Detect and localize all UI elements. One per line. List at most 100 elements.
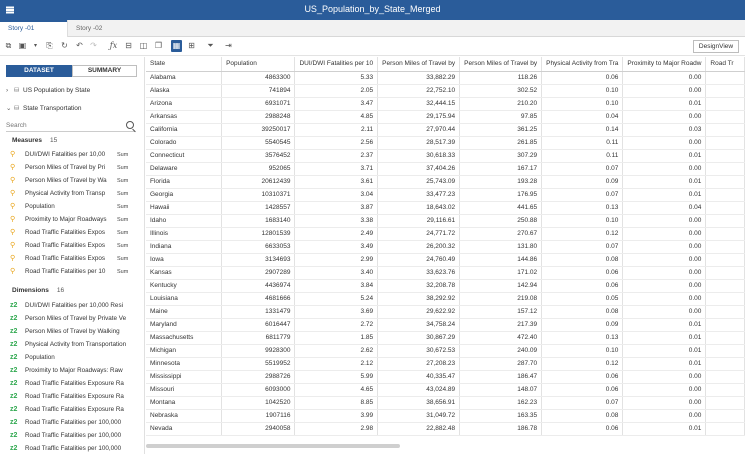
table-cell[interactable]: 441.65 <box>460 201 542 214</box>
table-row[interactable]: Florida 20612439 3.61 25,743.09 193.28 0.09 0.… <box>146 175 745 188</box>
table-cell[interactable]: 27,208.23 <box>378 357 460 370</box>
table-row[interactable]: Iowa 3134693 2.99 24,760.49 144.86 0.08 0.00 <box>146 253 745 266</box>
table-cell[interactable]: 0.01 <box>623 318 706 331</box>
state-cell[interactable]: Illinois <box>146 227 222 240</box>
measure-item[interactable]: ⚲ Person Miles of Travel by Wa Sum <box>10 175 143 187</box>
table-cell[interactable]: 217.39 <box>460 318 542 331</box>
table-cell[interactable]: 2.98 <box>295 422 378 435</box>
table-cell[interactable]: 29,622.92 <box>378 305 460 318</box>
search-icon[interactable] <box>126 121 134 129</box>
measure-item[interactable]: ⚲ Road Traffic Fatalities per 10 Sum <box>10 266 143 278</box>
aggregation-label[interactable]: Sum <box>117 149 133 161</box>
table-cell[interactable]: 0.01 <box>623 97 706 110</box>
table-cell[interactable]: 3.87 <box>295 201 378 214</box>
table-cell[interactable]: 0.00 <box>623 71 706 84</box>
table-cell[interactable] <box>706 227 745 240</box>
table-cell[interactable]: 157.12 <box>460 305 542 318</box>
state-cell[interactable]: Alabama <box>146 71 222 84</box>
table-cell[interactable]: 250.88 <box>460 214 542 227</box>
table-cell[interactable] <box>706 84 745 97</box>
table-cell[interactable] <box>706 214 745 227</box>
table-cell[interactable]: 0.08 <box>542 253 623 266</box>
table-cell[interactable]: 30,867.29 <box>378 331 460 344</box>
state-cell[interactable]: Kentucky <box>146 279 222 292</box>
table-cell[interactable] <box>706 71 745 84</box>
table-cell[interactable]: 3.47 <box>295 97 378 110</box>
table-cell[interactable] <box>706 331 745 344</box>
state-cell[interactable]: Florida <box>146 175 222 188</box>
aggregation-label[interactable]: Sum <box>117 188 133 200</box>
table-cell[interactable]: 4863300 <box>222 71 295 84</box>
measure-item[interactable]: ⚲ Road Traffic Fatalities Expos Sum <box>10 227 143 239</box>
table-cell[interactable]: 2.56 <box>295 136 378 149</box>
table-cell[interactable]: 27,970.44 <box>378 123 460 136</box>
table-cell[interactable]: 0.04 <box>623 201 706 214</box>
state-cell[interactable]: Connecticut <box>146 149 222 162</box>
table-cell[interactable]: 162.23 <box>460 396 542 409</box>
table-cell[interactable]: 43,024.89 <box>378 383 460 396</box>
table-cell[interactable]: 0.01 <box>623 175 706 188</box>
grid-view-icon[interactable]: ▦ <box>171 40 182 52</box>
table-cell[interactable]: 0.09 <box>542 318 623 331</box>
table-cell[interactable]: 240.09 <box>460 344 542 357</box>
toggle-panel-icon[interactable]: ⧉ <box>3 40 14 52</box>
column-header[interactable]: State <box>146 57 222 71</box>
state-cell[interactable]: Maine <box>146 305 222 318</box>
table-cell[interactable]: 0.04 <box>542 110 623 123</box>
table-cell[interactable]: 171.02 <box>460 266 542 279</box>
column-header[interactable]: Population <box>222 57 295 71</box>
table-cell[interactable]: 0.00 <box>623 227 706 240</box>
table-row[interactable]: Arizona 6931071 3.47 32,444.15 210.20 0.10 0.0… <box>146 97 745 110</box>
table-cell[interactable]: 0.10 <box>542 214 623 227</box>
table-cell[interactable] <box>706 175 745 188</box>
state-cell[interactable]: Iowa <box>146 253 222 266</box>
state-cell[interactable]: Minnesota <box>146 357 222 370</box>
table-cell[interactable]: 142.94 <box>460 279 542 292</box>
table-row[interactable]: California 39250017 2.11 27,970.44 361.25 0.1… <box>146 123 745 136</box>
table-cell[interactable]: 5540545 <box>222 136 295 149</box>
refresh-icon[interactable]: ↻ <box>59 40 70 52</box>
table-cell[interactable]: 0.00 <box>623 162 706 175</box>
table-cell[interactable]: 0.05 <box>542 292 623 305</box>
table-cell[interactable]: 0.06 <box>542 370 623 383</box>
table-cell[interactable]: 0.08 <box>542 305 623 318</box>
dimension-item[interactable]: z2 Proximity to Major Roadways: Raw <box>10 365 143 377</box>
table-cell[interactable]: 40,335.47 <box>378 370 460 383</box>
state-cell[interactable]: Maryland <box>146 318 222 331</box>
table-cell[interactable]: 37,404.26 <box>378 162 460 175</box>
table-cell[interactable]: 0.07 <box>542 162 623 175</box>
aggregation-label[interactable]: Sum <box>117 253 133 265</box>
table-cell[interactable]: 148.07 <box>460 383 542 396</box>
table-cell[interactable]: 32,444.15 <box>378 97 460 110</box>
table-cell[interactable]: 0.10 <box>542 97 623 110</box>
table-cell[interactable]: 0.01 <box>623 331 706 344</box>
table-cell[interactable]: 0.00 <box>623 136 706 149</box>
table-cell[interactable]: 0.00 <box>623 240 706 253</box>
table-row[interactable]: Missouri 6093000 4.65 43,024.89 148.07 0.06 0.… <box>146 383 745 396</box>
table-row[interactable]: Illinois 12801539 2.49 24,771.72 270.67 0.12 0… <box>146 227 745 240</box>
dimension-item[interactable]: z2 DUI/DWI Fatalities per 10,000 Resi <box>10 300 143 312</box>
table-cell[interactable]: 1907116 <box>222 409 295 422</box>
state-cell[interactable]: Alaska <box>146 84 222 97</box>
table-cell[interactable]: 163.35 <box>460 409 542 422</box>
table-cell[interactable]: 0.13 <box>542 201 623 214</box>
measure-item[interactable]: ⚲ Proximity to Major Roadways Sum <box>10 214 143 226</box>
table-cell[interactable]: 3.49 <box>295 240 378 253</box>
table-cell[interactable]: 10310371 <box>222 188 295 201</box>
table-row[interactable]: Georgia 10310371 3.04 33,477.23 176.95 0.07 0.… <box>146 188 745 201</box>
state-cell[interactable]: Indiana <box>146 240 222 253</box>
table-cell[interactable]: 219.08 <box>460 292 542 305</box>
formula-icon[interactable]: ƒx <box>108 40 119 52</box>
table-cell[interactable] <box>706 370 745 383</box>
export-icon[interactable]: ⇥ <box>223 40 234 52</box>
table-cell[interactable]: 4.85 <box>295 110 378 123</box>
table-cell[interactable]: 20612439 <box>222 175 295 188</box>
state-cell[interactable]: Idaho <box>146 214 222 227</box>
table-cell[interactable]: 33,623.76 <box>378 266 460 279</box>
table-cell[interactable]: 38,656.91 <box>378 396 460 409</box>
table-cell[interactable] <box>706 201 745 214</box>
table-cell[interactable]: 2940058 <box>222 422 295 435</box>
table-cell[interactable]: 30,672.53 <box>378 344 460 357</box>
dimension-item[interactable]: z2 Population <box>10 352 143 364</box>
table-row[interactable]: Montana 1042520 8.85 38,656.91 162.23 0.07 0.0… <box>146 396 745 409</box>
